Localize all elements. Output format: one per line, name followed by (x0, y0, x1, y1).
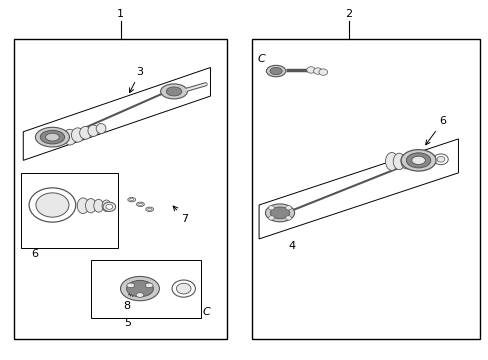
Circle shape (306, 67, 315, 73)
Circle shape (176, 283, 191, 294)
Ellipse shape (40, 130, 64, 144)
Circle shape (268, 216, 274, 220)
Ellipse shape (71, 128, 84, 142)
Bar (14, 39, 227, 339)
Text: 7: 7 (173, 206, 188, 224)
Circle shape (285, 206, 291, 210)
Circle shape (36, 193, 69, 217)
Circle shape (172, 280, 195, 297)
Circle shape (106, 204, 113, 209)
Ellipse shape (127, 198, 135, 202)
Text: 4: 4 (288, 242, 295, 251)
Ellipse shape (400, 150, 435, 171)
Ellipse shape (145, 283, 153, 288)
Ellipse shape (400, 154, 411, 169)
Ellipse shape (85, 199, 96, 213)
Ellipse shape (94, 199, 103, 212)
Ellipse shape (77, 198, 89, 213)
Ellipse shape (269, 67, 282, 75)
Circle shape (29, 188, 76, 222)
Ellipse shape (266, 65, 285, 77)
Text: 2: 2 (345, 9, 352, 19)
Circle shape (313, 68, 322, 74)
Polygon shape (23, 67, 210, 160)
Bar (91, 260, 201, 318)
Polygon shape (259, 139, 458, 239)
Ellipse shape (126, 280, 153, 297)
Ellipse shape (88, 125, 99, 136)
Circle shape (285, 216, 291, 220)
Ellipse shape (126, 283, 134, 288)
Ellipse shape (63, 129, 77, 145)
Ellipse shape (129, 199, 133, 201)
Ellipse shape (102, 200, 111, 211)
Ellipse shape (96, 123, 106, 134)
Ellipse shape (160, 84, 187, 99)
Ellipse shape (136, 202, 144, 206)
Ellipse shape (265, 204, 294, 222)
Ellipse shape (392, 153, 404, 170)
Ellipse shape (147, 208, 151, 210)
Circle shape (436, 157, 444, 162)
Ellipse shape (385, 153, 397, 170)
Polygon shape (21, 173, 118, 248)
Ellipse shape (136, 293, 143, 297)
Ellipse shape (270, 207, 289, 219)
Ellipse shape (411, 156, 425, 165)
Text: C: C (257, 54, 265, 64)
Ellipse shape (138, 203, 142, 205)
Text: C: C (202, 307, 209, 317)
Text: 6: 6 (425, 116, 446, 145)
Ellipse shape (145, 207, 153, 211)
Ellipse shape (45, 133, 59, 141)
Circle shape (433, 154, 447, 165)
Text: 1: 1 (117, 9, 124, 19)
Text: 5: 5 (124, 318, 131, 328)
Ellipse shape (120, 276, 159, 301)
Text: 6: 6 (31, 249, 38, 258)
Ellipse shape (406, 153, 430, 168)
Ellipse shape (166, 87, 182, 96)
Text: 3: 3 (129, 67, 143, 93)
Ellipse shape (35, 127, 69, 147)
Bar (251, 39, 479, 339)
Circle shape (268, 206, 274, 210)
Ellipse shape (80, 126, 91, 139)
Ellipse shape (408, 155, 418, 168)
Circle shape (103, 202, 116, 211)
Circle shape (318, 69, 327, 75)
Text: 8: 8 (123, 292, 133, 311)
